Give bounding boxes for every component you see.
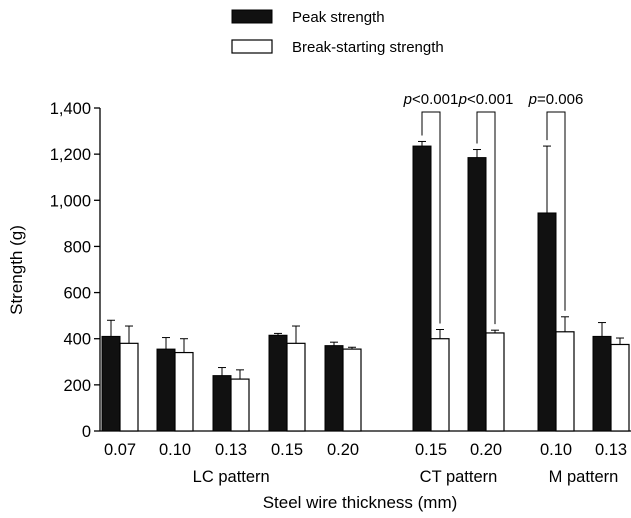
- group-labels: LC pattern CT pattern M pattern: [193, 468, 619, 486]
- y-axis-label: Strength (g): [7, 225, 26, 315]
- bar-peak: [268, 334, 288, 432]
- x-tick-label: 0.15: [271, 441, 303, 459]
- bar-peak: [467, 157, 487, 432]
- legend-swatch-break: [231, 39, 273, 54]
- y-tick-label: 0: [82, 423, 91, 441]
- bars: [101, 145, 630, 432]
- x-tick-labels: 0.07 0.10 0.13 0.15 0.20 0.15 0.20 0.10 0.13: [104, 441, 627, 459]
- x-tick-label: 0.10: [159, 441, 191, 459]
- bar-peak: [101, 335, 121, 432]
- bar-break-starting: [342, 348, 362, 432]
- legend-label-peak: Peak strength: [292, 9, 385, 26]
- y-ticks: 0 200 400 600 800 1,000 1,200 1,400: [50, 100, 100, 441]
- legend-swatch-peak: [231, 9, 273, 24]
- p-value-label: p=0.006: [528, 91, 584, 108]
- bar-break-starting: [485, 332, 505, 432]
- x-axis-label: Steel wire thickness (mm): [263, 493, 458, 512]
- significance-bracket: [476, 111, 496, 325]
- error-bars: [107, 140, 624, 380]
- y-tick-label: 1,000: [50, 192, 91, 210]
- bar-break-starting: [610, 343, 630, 432]
- bar-peak: [324, 345, 344, 432]
- x-tick-label: 0.20: [470, 441, 502, 459]
- x-tick-label: 0.13: [215, 441, 247, 459]
- legend-label-break: Break-starting strength: [292, 39, 444, 56]
- y-tick-label: 1,200: [50, 146, 91, 164]
- p-value-label: p<0.001: [458, 91, 514, 108]
- x-tick-label: 0.13: [595, 441, 627, 459]
- y-tick-label: 600: [63, 285, 91, 303]
- bar-break-starting: [174, 351, 194, 432]
- group-label: LC pattern: [193, 468, 270, 486]
- bar-peak: [412, 145, 432, 432]
- bar-break-starting: [230, 378, 250, 432]
- p-value-label: p<0.001: [403, 91, 459, 108]
- significance-annotations: p<0.001 p<0.001 p=0.006: [403, 91, 584, 325]
- significance-bracket: [546, 111, 566, 311]
- significance-bracket: [421, 111, 441, 324]
- legend: Peak strength Break-starting strength: [231, 9, 444, 56]
- y-tick-label: 800: [63, 238, 91, 256]
- bar-break-starting: [555, 331, 575, 432]
- bar-peak: [212, 375, 232, 432]
- y-tick-label: 1,400: [50, 100, 91, 118]
- y-tick-label: 400: [63, 331, 91, 349]
- x-tick-label: 0.15: [415, 441, 447, 459]
- bar-peak: [537, 212, 557, 432]
- bar-break-starting: [119, 342, 139, 432]
- x-tick-label: 0.20: [327, 441, 359, 459]
- y-tick-label: 200: [63, 377, 91, 395]
- bar-break-starting: [430, 338, 450, 432]
- bar-peak: [592, 335, 612, 432]
- x-tick-label: 0.07: [104, 441, 136, 459]
- bar-break-starting: [286, 342, 306, 432]
- x-tick-label: 0.10: [540, 441, 572, 459]
- group-label: M pattern: [549, 468, 619, 486]
- group-label: CT pattern: [420, 468, 498, 486]
- bar-peak: [156, 348, 176, 432]
